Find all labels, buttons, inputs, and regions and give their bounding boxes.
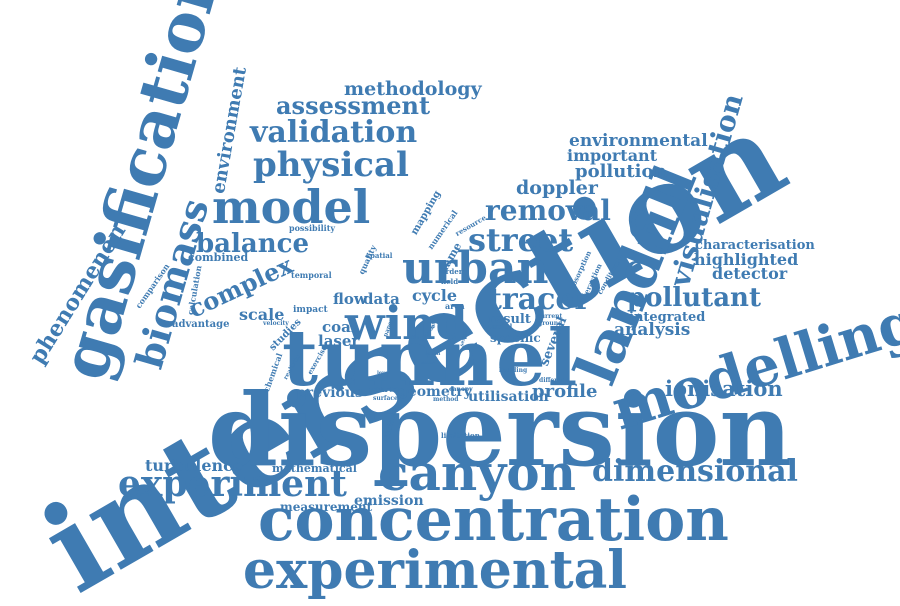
word-detector: detector	[712, 264, 788, 283]
word-combined: combined	[188, 251, 249, 264]
word-assessment: assessment	[276, 91, 431, 120]
word-coal: coal	[322, 318, 357, 336]
word-previous: previous	[296, 385, 363, 401]
word-street: street	[468, 221, 574, 259]
word-model: model	[212, 180, 371, 234]
word-physical: physical	[253, 145, 409, 185]
word-balance: balance	[196, 229, 310, 259]
word-measurement: measurement	[280, 500, 373, 514]
word-highlighted: highlighted	[694, 250, 799, 269]
word-profile: profile	[532, 381, 598, 402]
word-analysis: analysis	[614, 320, 691, 340]
word-result: result	[488, 312, 531, 327]
word-characterisation: characterisation	[695, 238, 815, 253]
word-experimental: experimental	[243, 540, 628, 601]
word-cycle: cycle	[412, 286, 458, 305]
word-flow: flow	[333, 290, 367, 308]
word-tracer: tracer	[488, 282, 591, 317]
word-methodology: methodology	[344, 78, 482, 100]
word-scale: scale	[239, 305, 285, 324]
word-experiment: experiment	[118, 463, 347, 505]
word-wind: wind	[345, 296, 468, 350]
word-area: area	[445, 301, 465, 311]
word-important: important	[567, 146, 658, 165]
word-advantage: advantage	[172, 319, 230, 330]
word-useful: useful	[488, 322, 513, 331]
word-geometry: geometry	[398, 384, 472, 400]
word-dimensional: dimensional	[592, 454, 798, 489]
word-doppler: doppler	[516, 177, 598, 199]
word-environmental: environmental	[569, 131, 708, 151]
word-mean: mean	[425, 351, 441, 357]
word-impact: impact	[293, 305, 328, 315]
word-method: method	[433, 396, 459, 403]
word-field: field	[441, 277, 459, 286]
word-ionisation: ionisation	[665, 376, 783, 401]
word-environment: environment	[208, 65, 251, 196]
word-velocity: velocity	[263, 320, 289, 327]
word-dispersion: dispersion	[208, 371, 793, 489]
word-utilisation: utilisation	[468, 389, 549, 405]
word-state: state	[421, 360, 435, 366]
word-laser: laser	[318, 332, 360, 350]
word-limitation: limitation	[441, 431, 480, 440]
word-concentration: concentration	[258, 485, 729, 555]
word-spatial: spatial	[366, 251, 393, 260]
word-level: level	[377, 370, 391, 376]
word-pollution: pollution	[575, 161, 667, 182]
word-tunnel: tunnel	[282, 313, 580, 404]
word-canyon: canyon	[378, 443, 576, 502]
word-surface: surface	[373, 395, 398, 402]
word-mathematical: mathematical	[272, 462, 357, 475]
word-removal: removal	[485, 194, 611, 227]
word-source: source	[369, 384, 399, 394]
word-integrated: integrated	[629, 310, 706, 325]
word-different: different	[539, 377, 569, 384]
word-urban: urban	[402, 243, 549, 294]
word-specific: specific	[490, 331, 541, 345]
word-temporal: temporal	[291, 270, 332, 280]
word-emission: emission	[354, 493, 424, 509]
word-current: current	[537, 313, 563, 320]
word-ground: ground	[538, 320, 563, 327]
word-life: life	[410, 335, 420, 341]
word-turbulence: turbulence	[145, 456, 244, 475]
word-pollutant: pollutant	[627, 283, 761, 313]
word-order: order	[441, 267, 463, 276]
word-canopy: canopy	[449, 386, 473, 393]
word-building: building	[499, 367, 528, 374]
word-validation: validation	[250, 115, 418, 150]
word-possibility: possibility	[289, 223, 336, 233]
word-data: data	[363, 290, 400, 308]
